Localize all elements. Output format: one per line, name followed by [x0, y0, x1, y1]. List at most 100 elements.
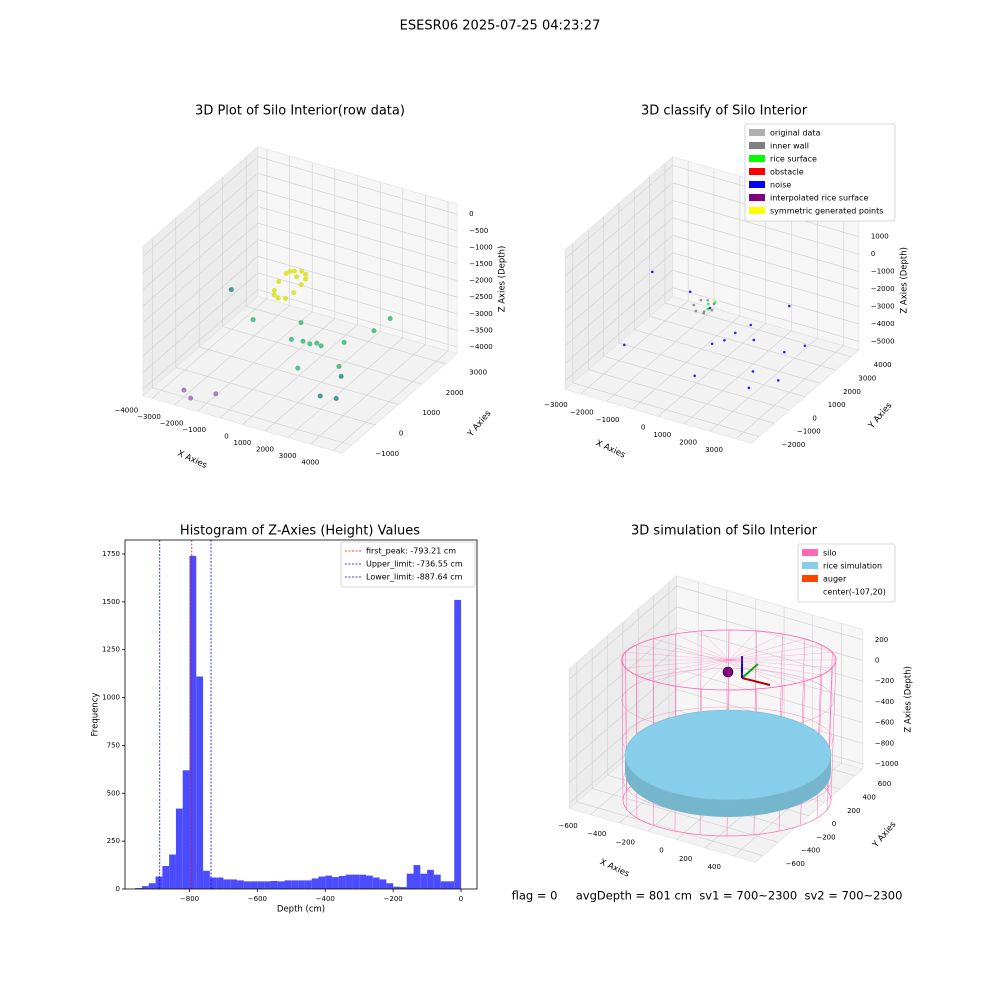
chart-title: 3D classify of Silo Interior — [641, 104, 808, 119]
legend-label: first_peak: -793.21 cm — [366, 547, 456, 556]
bar — [271, 881, 278, 889]
bar — [244, 881, 251, 889]
legend-label: Upper_limit: -736.55 cm — [366, 560, 463, 569]
bar — [257, 881, 264, 889]
point — [283, 296, 288, 301]
z-tick-label: −800 — [875, 739, 894, 747]
point — [299, 269, 304, 274]
y-tick-label: 3000 — [858, 374, 876, 382]
point — [700, 299, 703, 302]
z-tick-label: 1000 — [871, 233, 889, 241]
z-tick-label: −1500 — [469, 260, 493, 268]
z-tick-label: −400 — [875, 698, 894, 706]
bar — [230, 879, 237, 889]
z-tick-label: −200 — [875, 677, 894, 685]
point — [723, 339, 726, 342]
bar — [359, 875, 366, 889]
bar — [407, 874, 414, 889]
y-tick-label: 750 — [107, 741, 120, 749]
y-tick-label: 0 — [399, 430, 403, 438]
y-tick-label: 500 — [107, 789, 120, 797]
z-tick-label: −3000 — [469, 310, 493, 318]
z-tick-label: −3000 — [871, 303, 895, 311]
point — [292, 269, 297, 274]
bar — [346, 875, 353, 889]
y-tick-label: 0 — [812, 414, 816, 422]
y-tick-label: −2000 — [782, 441, 806, 449]
bar — [149, 883, 156, 889]
x-tick-label: −3000 — [544, 401, 568, 409]
y-tick-label: 1750 — [102, 550, 120, 558]
bar — [196, 676, 203, 889]
bar — [251, 881, 258, 889]
y-tick-label: 2000 — [446, 389, 464, 397]
bar — [203, 871, 210, 889]
legend-label: auger — [823, 575, 847, 584]
point — [301, 339, 306, 344]
y-axis-label: Y Axies — [866, 400, 894, 431]
z-tick-label: −3500 — [469, 326, 493, 334]
point — [752, 370, 755, 373]
y-tick-label: 2000 — [843, 388, 861, 396]
z-tick-label: −4000 — [871, 320, 895, 328]
z-tick-label: −600 — [875, 719, 894, 727]
y-tick-label: −600 — [786, 860, 805, 868]
z-axis-label: Z Axies (Depth) — [903, 666, 913, 733]
point — [276, 296, 281, 301]
y-tick-label: 1000 — [828, 401, 846, 409]
z-tick-label: −1000 — [469, 243, 493, 251]
z-tick-label: 0 — [469, 210, 473, 218]
point — [294, 274, 299, 279]
legend-label: interpolated rice surface — [770, 194, 868, 203]
legend-patch — [749, 194, 765, 201]
x-tick-label: 0 — [659, 847, 663, 855]
point — [287, 269, 292, 274]
x-tick-label: 1000 — [653, 431, 671, 439]
x-tick-label: −600 — [559, 822, 578, 830]
bar — [386, 883, 393, 889]
z-tick-label: −1000 — [875, 760, 899, 768]
y-axis-label: Frequency — [91, 693, 101, 737]
point — [213, 391, 218, 396]
x-tick-label: 0 — [641, 424, 645, 432]
point — [319, 343, 324, 348]
legend-label: Lower_limit: -887.64 cm — [366, 573, 463, 582]
point — [303, 272, 308, 277]
bar — [217, 878, 224, 889]
point — [299, 282, 304, 287]
point — [342, 340, 347, 345]
y-axis-label: Y Axies — [870, 819, 898, 850]
x-tick-label: 2000 — [256, 446, 274, 454]
z-tick-label: 200 — [875, 636, 888, 644]
x-tick-label: −400 — [587, 830, 606, 838]
bar — [142, 886, 149, 889]
legend-label: noise — [770, 181, 791, 190]
z-tick-label: −1000 — [871, 268, 895, 276]
bar — [156, 877, 163, 889]
y-tick-label: 1250 — [102, 646, 120, 654]
bar — [237, 880, 244, 889]
x-tick-label: 0 — [459, 895, 463, 903]
bar — [183, 770, 190, 889]
point — [229, 287, 234, 292]
x-axis-label: X Axies — [598, 857, 631, 880]
bar — [298, 880, 305, 889]
point — [734, 332, 737, 335]
rice-surface — [625, 710, 831, 800]
point — [804, 344, 807, 347]
chart-title: 3D Plot of Silo Interior(row data) — [195, 104, 405, 119]
x-axis-label: Depth (cm) — [277, 905, 325, 915]
point — [181, 388, 186, 393]
legend-patch — [749, 129, 765, 136]
y-tick-label: 1500 — [102, 598, 120, 606]
x-tick-label: 200 — [679, 855, 692, 863]
x-tick-label: −1000 — [596, 416, 620, 424]
bar — [325, 876, 332, 889]
z-tick-label: −2000 — [871, 285, 895, 293]
figure-title: ESESR06 2025-07-25 04:23:27 — [400, 19, 601, 34]
x-tick-label: 400 — [708, 863, 721, 871]
point — [188, 396, 193, 401]
point — [711, 309, 714, 312]
y-tick-label: 250 — [107, 837, 120, 845]
y-tick-label: 200 — [847, 807, 860, 815]
